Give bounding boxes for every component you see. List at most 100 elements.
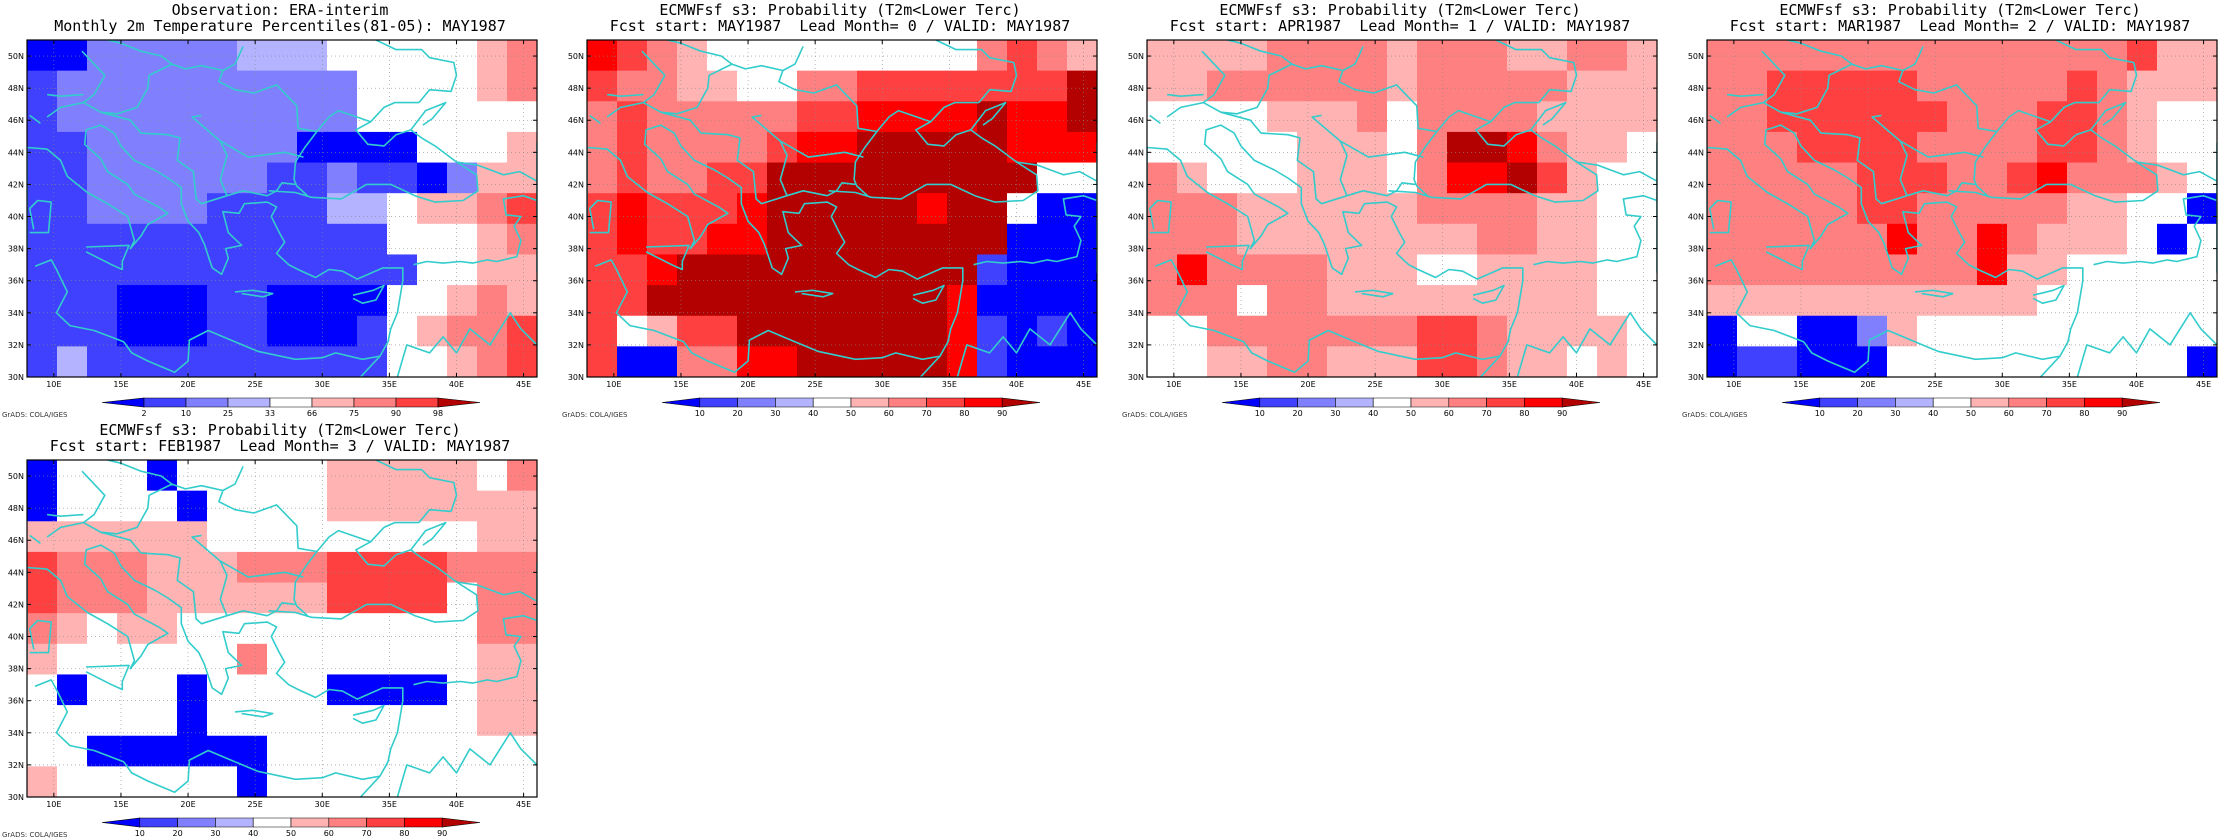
lat-tick-label: 34N	[1688, 309, 1704, 318]
grid-cell	[947, 40, 978, 72]
grid-cell	[2097, 254, 2128, 286]
grid-cell	[1887, 223, 1918, 256]
grid-cell	[2097, 346, 2128, 377]
grid-cell	[507, 315, 537, 347]
colorbar-label: 30	[770, 409, 780, 418]
grid-cell	[27, 70, 58, 102]
grid-cell	[1297, 131, 1328, 164]
grid-cell	[1007, 40, 1038, 72]
grid-cell	[677, 223, 708, 256]
grid-cell	[1007, 223, 1038, 256]
grid-cell	[1797, 40, 1828, 72]
grid-cell	[947, 70, 978, 102]
grid-cell	[1597, 40, 1628, 72]
lat-tick-label: 44N	[1128, 148, 1144, 157]
grid-cell	[207, 40, 238, 72]
grid-cell	[887, 315, 918, 347]
grid-cell	[267, 162, 298, 194]
grid-cell	[117, 582, 148, 614]
grid-cell	[447, 643, 478, 676]
grid-cell	[237, 101, 268, 133]
lon-tick-label: 15E	[113, 380, 128, 389]
colorbar-swatch	[269, 397, 313, 408]
grid-cell	[237, 735, 268, 767]
lon-tick-label: 20E	[1300, 380, 1315, 389]
grid-cell	[1567, 162, 1598, 194]
grid-cell	[797, 70, 828, 102]
grid-cell	[297, 101, 328, 133]
grid-cell	[917, 223, 948, 256]
grads-credit: GrADS: COLA/IGES	[1122, 411, 1188, 419]
grid-cell	[57, 490, 88, 522]
grid-cell	[1037, 70, 1068, 102]
grid-cell	[1537, 40, 1568, 72]
colorbar-label: 40	[248, 829, 258, 838]
grid-cell	[1917, 315, 1948, 347]
grid-cell	[57, 223, 88, 256]
grid-cell	[1007, 193, 1038, 225]
colorbar-swatch	[290, 817, 330, 828]
grid-cell	[387, 735, 418, 767]
grid-cell	[387, 705, 418, 737]
grid-cell	[207, 70, 238, 102]
grid-cell	[1767, 40, 1798, 72]
grid-cell	[357, 101, 388, 133]
grid-cell	[887, 346, 918, 377]
map-panel-4: ECMWFsf s3: Probability (T2m<Lower Terc)…	[1680, 0, 2240, 420]
lat-tick-label: 38N	[8, 245, 24, 254]
grid-cell	[477, 551, 508, 584]
grid-cell	[1537, 131, 1568, 164]
grid-cell	[617, 131, 648, 164]
grid-cell	[147, 254, 178, 286]
grid-cell	[27, 643, 58, 676]
grid-cell	[1177, 223, 1208, 256]
grid-cell	[27, 674, 58, 706]
grid-cell	[507, 490, 537, 522]
grid-cell	[327, 643, 358, 676]
lon-tick-label: 25E	[248, 380, 263, 389]
grid-cell	[1177, 101, 1208, 133]
grid-cell	[327, 131, 358, 164]
lon-tick-label: 30E	[315, 800, 330, 809]
grid-cell	[1917, 346, 1948, 377]
grid-cell	[1797, 223, 1828, 256]
lon-tick-label: 15E	[673, 380, 688, 389]
grid-cell	[477, 70, 508, 102]
grid-cell	[887, 40, 918, 72]
grid-cell	[947, 131, 978, 164]
grid-cell	[1147, 70, 1178, 102]
grid-cell	[977, 346, 1008, 377]
grid-cell	[1267, 131, 1298, 164]
colorbar-legend: 10 20 30 40 50 60 70 80 90	[661, 397, 1041, 418]
grid-cell	[1297, 254, 1328, 286]
grid-cell	[1067, 131, 1097, 164]
grid-cell	[1917, 70, 1948, 102]
grid-cell	[977, 285, 1008, 317]
grid-cell	[237, 643, 268, 676]
grid-cell	[1537, 285, 1568, 317]
grid-cell	[1177, 285, 1208, 317]
grid-cell	[447, 521, 478, 553]
grid-cell	[267, 766, 298, 797]
grid-cell	[267, 346, 298, 377]
colorbar-swatch	[1524, 397, 1563, 408]
lat-tick-label: 34N	[8, 729, 24, 738]
grid-cell	[267, 582, 298, 614]
grid-cell	[477, 705, 508, 737]
grid-cell	[1037, 285, 1068, 317]
grid-cell	[1177, 315, 1208, 347]
panel-title: Observation: ERA-interim	[171, 1, 389, 19]
grid-cell	[827, 162, 858, 194]
grid-cell	[27, 254, 58, 286]
lat-tick-label: 44N	[8, 568, 24, 577]
grid-cell	[387, 131, 418, 164]
grid-cell	[647, 223, 678, 256]
grid-cell	[327, 551, 358, 584]
grid-cell	[2187, 285, 2217, 317]
grid-cell	[1267, 285, 1298, 317]
grid-cell	[207, 490, 238, 522]
grid-cell	[57, 315, 88, 347]
lon-tick-label: 10E	[46, 380, 61, 389]
grid-cell	[1857, 346, 1888, 377]
grid-cell	[327, 40, 358, 72]
